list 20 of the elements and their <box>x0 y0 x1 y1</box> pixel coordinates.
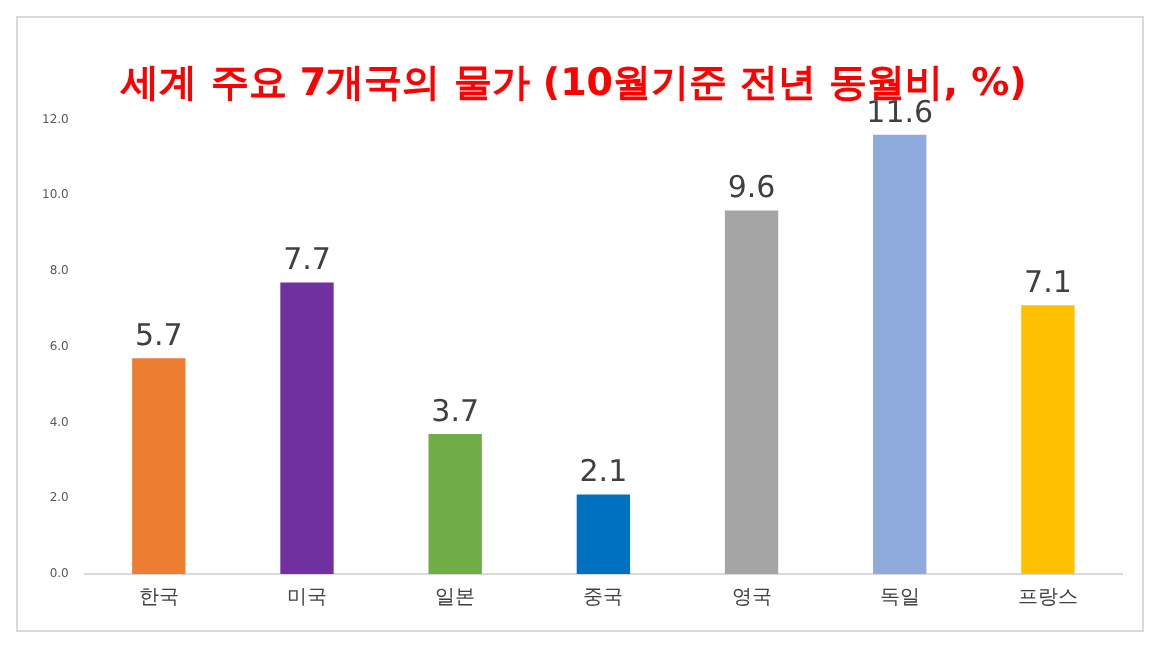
x-tick-label: 일본 <box>435 587 476 610</box>
x-tick-label: 중국 <box>583 587 624 610</box>
bar <box>1021 305 1075 574</box>
data-label: 5.7 <box>134 316 183 353</box>
bar <box>280 282 334 574</box>
data-label: 2.1 <box>579 453 628 490</box>
data-label: 7.7 <box>283 241 331 278</box>
data-label: 9.6 <box>727 169 776 206</box>
data-label: 3.7 <box>431 392 480 429</box>
x-tick-label: 프랑스 <box>1017 587 1078 610</box>
x-tick-label: 독일 <box>879 587 920 610</box>
bar <box>576 494 631 574</box>
bar <box>428 433 482 574</box>
x-tick-label: 미국 <box>286 587 327 610</box>
data-label: 7.1 <box>1024 263 1072 300</box>
bar <box>873 134 927 574</box>
x-tick-label: 한국 <box>138 587 179 610</box>
bar <box>724 210 779 574</box>
x-tick-label: 영국 <box>731 587 772 610</box>
bar <box>132 358 186 574</box>
